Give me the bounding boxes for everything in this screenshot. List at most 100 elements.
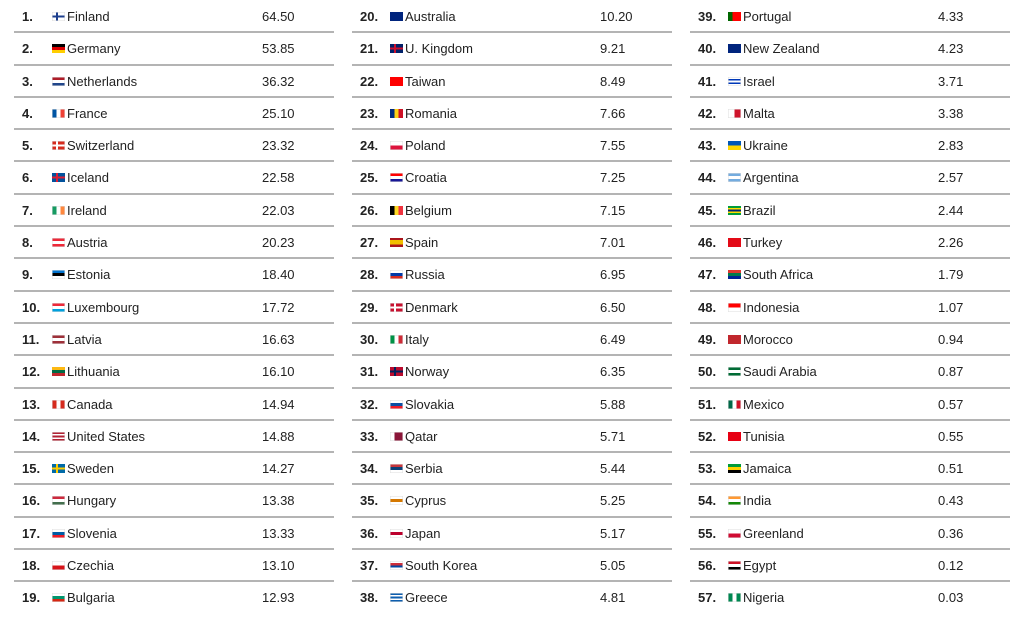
rank-label: 41. bbox=[698, 73, 717, 89]
rank-label: 46. bbox=[698, 235, 717, 251]
score-value: 5.88 bbox=[600, 396, 626, 412]
score-value: 14.27 bbox=[262, 461, 295, 477]
country-name: Poland bbox=[405, 138, 446, 154]
table-row: 48. Indonesia 1.07 bbox=[690, 292, 1010, 324]
country-name: Germany bbox=[67, 41, 121, 57]
score-value: 36.32 bbox=[262, 73, 295, 89]
score-value: 14.94 bbox=[262, 396, 295, 412]
table-row: 38. Greece 4.81 bbox=[352, 582, 672, 612]
country-name: Turkey bbox=[743, 235, 783, 251]
flag-icon bbox=[390, 205, 403, 215]
rank-label: 54. bbox=[698, 493, 717, 509]
flag-icon bbox=[390, 173, 403, 183]
rank-label: 13. bbox=[22, 396, 41, 412]
country-name: Mexico bbox=[743, 396, 785, 412]
rank-label: 10. bbox=[22, 299, 41, 315]
country-name: United States bbox=[67, 428, 146, 444]
table-row: 49. Morocco 0.94 bbox=[690, 324, 1010, 357]
flag-icon bbox=[390, 44, 403, 54]
flag-icon bbox=[390, 399, 403, 409]
table-row: 17. Slovenia 13.33 bbox=[14, 518, 334, 551]
flag-icon bbox=[52, 76, 65, 86]
country-name: Romania bbox=[405, 105, 458, 121]
rank-label: 28. bbox=[360, 267, 379, 283]
score-value: 7.01 bbox=[600, 235, 626, 251]
table-row: 30. Italy 6.49 bbox=[352, 324, 672, 357]
score-value: 5.71 bbox=[600, 428, 626, 444]
score-value: 7.66 bbox=[600, 105, 626, 121]
score-value: 16.63 bbox=[262, 331, 295, 347]
table-row: 37. South Korea 5.05 bbox=[352, 550, 672, 583]
country-name: Latvia bbox=[67, 331, 102, 347]
flag-icon bbox=[52, 464, 65, 474]
flag-icon bbox=[52, 238, 65, 248]
flag-icon bbox=[390, 76, 403, 86]
flag-icon bbox=[52, 302, 65, 312]
score-value: 4.81 bbox=[600, 590, 626, 606]
rank-label: 21. bbox=[360, 41, 379, 57]
rank-label: 4. bbox=[22, 105, 33, 121]
flag-icon bbox=[390, 12, 403, 21]
table-row: 12. Lithuania 16.10 bbox=[14, 356, 334, 389]
country-name: South Korea bbox=[405, 558, 478, 574]
country-name: Finland bbox=[67, 9, 110, 24]
flag-icon bbox=[52, 593, 65, 603]
country-name: Greenland bbox=[743, 525, 804, 541]
table-row: 9. Estonia 18.40 bbox=[14, 259, 334, 292]
score-value: 17.72 bbox=[262, 299, 295, 315]
flag-icon bbox=[728, 141, 741, 151]
flag-icon bbox=[52, 44, 65, 54]
flag-icon bbox=[52, 528, 65, 538]
score-value: 22.03 bbox=[262, 202, 295, 218]
rank-label: 31. bbox=[360, 364, 379, 380]
country-name: Morocco bbox=[743, 331, 793, 347]
score-value: 0.03 bbox=[938, 590, 964, 606]
score-value: 6.49 bbox=[600, 331, 626, 347]
rank-label: 23. bbox=[360, 105, 379, 121]
score-value: 0.94 bbox=[938, 331, 964, 347]
country-name: Ireland bbox=[67, 202, 107, 218]
score-value: 16.10 bbox=[262, 364, 295, 380]
score-value: 5.05 bbox=[600, 558, 626, 574]
table-row: 54. India 0.43 bbox=[690, 485, 1010, 518]
table-row: 34. Serbia 5.44 bbox=[352, 453, 672, 486]
country-name: Bulgaria bbox=[67, 590, 115, 606]
flag-icon bbox=[390, 464, 403, 474]
flag-icon bbox=[728, 528, 741, 538]
rank-label: 22. bbox=[360, 73, 379, 89]
country-name: Nigeria bbox=[743, 590, 785, 606]
flag-icon bbox=[52, 399, 65, 409]
ranking-column: 39. Portugal 4.33 40. New Zealand 4.23 41. Isra… bbox=[690, 1, 1010, 613]
flag-icon bbox=[52, 108, 65, 118]
rank-label: 38. bbox=[360, 590, 379, 606]
country-name: Netherlands bbox=[67, 73, 138, 89]
table-row: 31. Norway 6.35 bbox=[352, 356, 672, 389]
table-row: 33. Qatar 5.71 bbox=[352, 421, 672, 454]
score-value: 23.32 bbox=[262, 138, 295, 154]
rank-label: 33. bbox=[360, 428, 379, 444]
table-row: 18. Czechia 13.10 bbox=[14, 550, 334, 583]
score-value: 0.12 bbox=[938, 558, 964, 574]
rank-label: 12. bbox=[22, 364, 41, 380]
country-name: New Zealand bbox=[743, 41, 820, 57]
rank-label: 24. bbox=[360, 138, 379, 154]
country-name: Lithuania bbox=[67, 364, 120, 380]
table-row: 8. Austria 20.23 bbox=[14, 227, 334, 260]
score-value: 4.33 bbox=[938, 9, 964, 24]
score-value: 13.38 bbox=[262, 493, 295, 509]
table-row: 42. Malta 3.38 bbox=[690, 98, 1010, 131]
table-row: 22. Taiwan 8.49 bbox=[352, 66, 672, 98]
rank-label: 50. bbox=[698, 364, 717, 380]
rank-label: 32. bbox=[360, 396, 379, 412]
flag-icon bbox=[390, 108, 403, 118]
table-row: 43. Ukraine 2.83 bbox=[690, 130, 1010, 163]
rank-label: 9. bbox=[22, 267, 33, 283]
rank-label: 15. bbox=[22, 461, 41, 477]
score-value: 0.43 bbox=[938, 493, 964, 509]
country-name: Czechia bbox=[67, 558, 114, 574]
table-row: 10. Luxembourg 17.72 bbox=[14, 292, 334, 324]
rank-label: 55. bbox=[698, 525, 717, 541]
rank-label: 19. bbox=[22, 590, 41, 606]
rank-label: 51. bbox=[698, 396, 717, 412]
flag-icon bbox=[52, 173, 65, 183]
